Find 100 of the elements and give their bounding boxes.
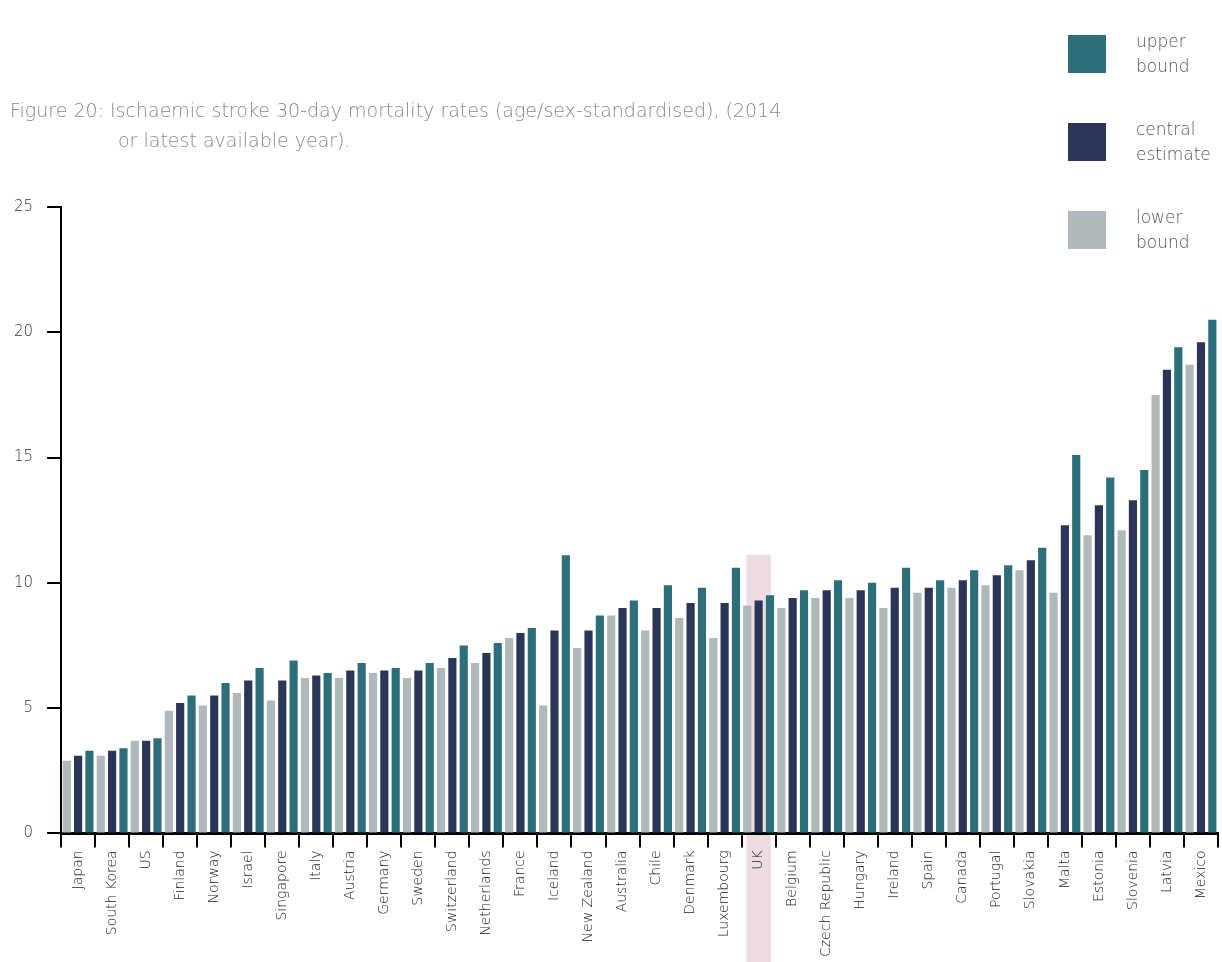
bar: [1151, 394, 1160, 833]
bar: [1117, 530, 1126, 833]
bar: [1038, 547, 1047, 833]
bar: [85, 750, 94, 833]
bar: [584, 630, 593, 833]
bar: [62, 760, 71, 833]
bar: [731, 567, 741, 833]
bar: [414, 670, 423, 833]
bar: [221, 683, 230, 833]
x-tick-label: Sweden: [409, 850, 426, 906]
bar: [1196, 342, 1206, 833]
bar: [516, 632, 525, 833]
bar: [720, 602, 729, 833]
x-tick-label: Canada: [953, 850, 970, 904]
bar: [799, 590, 809, 833]
x-tick-label: Israel: [238, 850, 255, 889]
bar: [176, 703, 185, 833]
bar: [278, 680, 287, 833]
bar: [652, 607, 661, 833]
y-tick-label: 0: [23, 823, 34, 842]
bar: [312, 675, 321, 833]
x-tick-label: Luxembourg: [715, 850, 732, 938]
bar: [607, 615, 616, 833]
bar: [992, 575, 1001, 833]
bar: [448, 658, 457, 833]
bar: [890, 587, 899, 833]
bar: [368, 673, 378, 833]
bar: [573, 647, 582, 833]
bar: [289, 660, 298, 833]
legend-label: upper bound: [1136, 30, 1191, 78]
bar: [550, 630, 559, 833]
bar: [255, 668, 264, 833]
bar: [765, 595, 775, 833]
bar: [357, 663, 366, 833]
legend-label: lower bound: [1136, 206, 1191, 254]
bar: [391, 668, 400, 833]
x-tick-label: New Zealand: [579, 850, 596, 943]
bar: [777, 607, 786, 833]
x-tick-label: Italy: [306, 850, 323, 881]
x-tick-label: Japan: [68, 850, 85, 890]
bar: [1004, 565, 1013, 833]
bar: [822, 590, 831, 833]
x-tick-label: Slovenia: [1123, 850, 1140, 910]
y-tick-label: 10: [13, 572, 34, 591]
x-tick-label: Ireland: [885, 850, 902, 899]
y-tick-label: 5: [23, 698, 34, 717]
x-tick-label: Finland: [170, 850, 187, 901]
x-tick-label: Mexico: [1191, 850, 1208, 900]
bar: [1140, 470, 1149, 833]
x-tick-label: UK: [749, 849, 766, 870]
bar: [788, 597, 797, 833]
bar: [198, 705, 207, 833]
bar: [210, 695, 219, 833]
bar: [833, 580, 843, 833]
bar: [300, 678, 310, 833]
x-tick-label: France: [511, 850, 528, 897]
x-tick-label: Iceland: [545, 850, 562, 902]
x-tick-label: Norway: [204, 850, 221, 904]
bar: [856, 590, 865, 833]
bar: [845, 597, 854, 833]
bar: [1026, 560, 1035, 833]
bar: [754, 600, 763, 833]
bar: [924, 587, 933, 833]
bar: [618, 607, 627, 833]
bar: [675, 617, 684, 833]
bar: [187, 695, 196, 833]
bar: [936, 580, 945, 833]
bar: [266, 700, 275, 833]
y-tick-label: 25: [13, 196, 34, 215]
bar: [641, 630, 650, 833]
x-tick-label: Estonia: [1089, 850, 1106, 902]
x-tick-label: Belgium: [783, 850, 800, 907]
bar: [119, 748, 128, 833]
bar: [913, 592, 922, 833]
bar: [1208, 319, 1217, 833]
bar: [96, 755, 105, 833]
x-tick-label: Czech Republic: [817, 850, 834, 957]
bar: [232, 693, 241, 833]
bar: [459, 645, 468, 833]
bar: [482, 653, 491, 833]
bar: [334, 678, 344, 833]
x-tick-label: Denmark: [681, 850, 698, 915]
chart-title: Figure 20: Ischaemic stroke 30-day mortality rates (age/sex-standardised), (2014 or latest available year).: [10, 98, 783, 153]
bar: [981, 585, 990, 833]
bar: [1185, 364, 1194, 833]
bar: [1060, 525, 1069, 833]
bar: [629, 600, 638, 833]
bar: [425, 663, 434, 833]
bar: [380, 670, 389, 833]
legend-label: central estimate: [1136, 118, 1212, 166]
bar: [1015, 570, 1024, 833]
bar: [697, 587, 707, 833]
bar: [561, 555, 570, 833]
bar: [130, 740, 139, 833]
x-tick-label: Portugal: [987, 850, 1004, 908]
bar: [402, 678, 412, 833]
bar: [108, 750, 117, 833]
bar: [74, 755, 83, 833]
bar: [142, 740, 151, 833]
x-tick-label: Australia: [613, 850, 630, 913]
